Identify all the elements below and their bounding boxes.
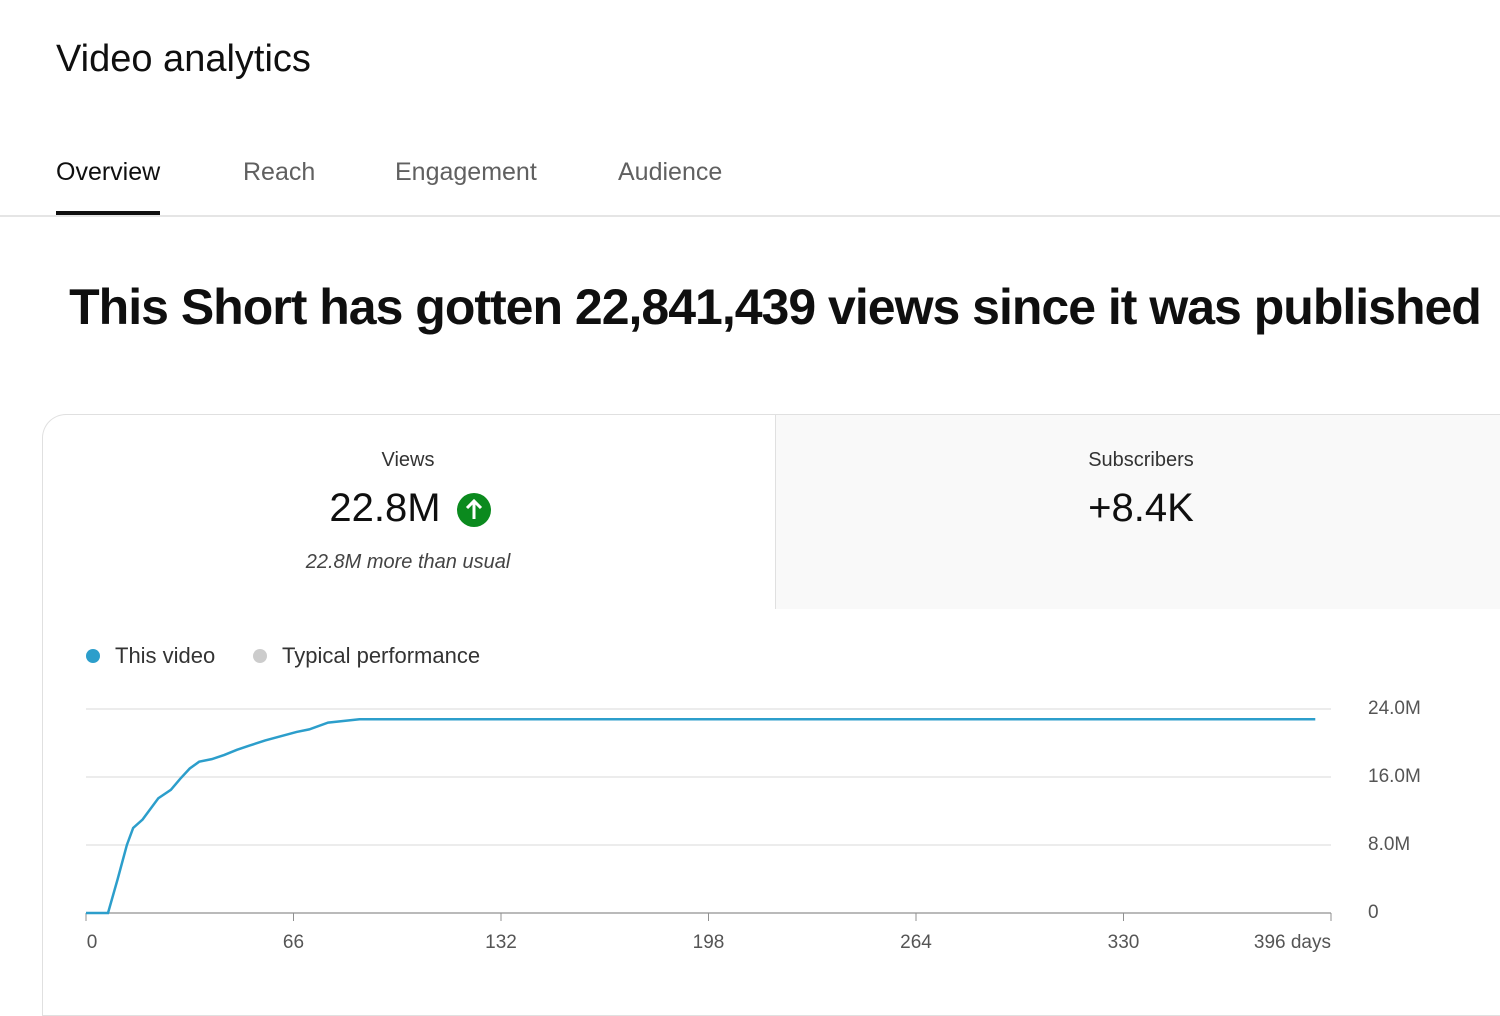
tab-underline: [56, 211, 160, 215]
card-value: 22.8M: [329, 486, 441, 530]
card-label: Views: [381, 449, 435, 471]
data-line: [86, 717, 1316, 915]
x-tick-label: 330: [1108, 932, 1140, 953]
card-panel[interactable]: [775, 415, 1500, 609]
up-icon: [457, 493, 491, 527]
legend-label[interactable]: This video: [115, 643, 216, 668]
tab[interactable]: Overview: [56, 158, 161, 186]
legend-dot: [86, 649, 100, 663]
card-value: +8.4K: [1088, 486, 1194, 530]
y-tick-label: 24.0M: [1368, 698, 1421, 719]
x-tick-label: 396 days: [1254, 932, 1331, 953]
tab[interactable]: Audience: [618, 158, 723, 186]
page-title: Video analytics: [56, 38, 311, 80]
legend-label[interactable]: Typical performance: [282, 643, 481, 668]
x-tick-label: 0: [87, 932, 98, 953]
card-label: Subscribers: [1088, 449, 1194, 471]
legend-dot: [253, 649, 267, 663]
x-tick-label: 66: [283, 932, 304, 953]
y-tick-label: 0: [1368, 902, 1379, 923]
y-tick-label: 8.0M: [1368, 834, 1410, 855]
headline: This Short has gotten 22,841,439 views s…: [69, 279, 1482, 335]
x-tick-label: 264: [900, 932, 932, 953]
tab-divider: [0, 215, 1500, 217]
tab[interactable]: Engagement: [395, 158, 537, 186]
x-tick-label: 198: [693, 932, 725, 953]
x-tick-label: 132: [485, 932, 517, 953]
card-note: 22.8M more than usual: [305, 551, 511, 573]
tab[interactable]: Reach: [243, 158, 316, 186]
y-tick-label: 16.0M: [1368, 766, 1421, 787]
